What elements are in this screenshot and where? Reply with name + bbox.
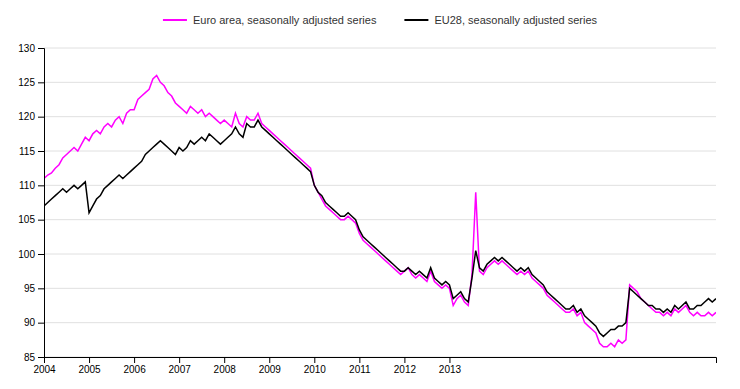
y-tick: 100: [18, 249, 44, 260]
series-line: [44, 120, 716, 336]
series-group: [44, 75, 716, 346]
y-tick: 130: [18, 43, 44, 54]
x-tick-mark: [404, 357, 405, 363]
legend-label: EU28, seasonally adjusted series: [434, 14, 597, 26]
y-axis: 85 90 95 100 105 110 115 120 125 130: [18, 43, 44, 363]
chart: 2004 2005 2006 2007 2008 2009 2010 2011 2012 2013…: [0, 0, 740, 389]
x-tick: 2008: [214, 357, 237, 375]
x-tick-label: 2013: [439, 364, 462, 375]
y-tick-label: 115: [19, 146, 35, 157]
y-tick-label: 120: [18, 111, 35, 122]
y-tick-mark: [38, 254, 44, 255]
y-tick-mark: [38, 323, 44, 324]
legend-label: Euro area, seasonally adjusted series: [193, 14, 377, 26]
grid-line: [44, 48, 716, 49]
y-tick: 105: [18, 214, 44, 225]
y-tick-mark: [38, 117, 44, 118]
x-tick-mark: [449, 357, 450, 363]
x-tick-mark: [314, 357, 315, 363]
x-tick-label: 2011: [349, 364, 371, 375]
x-tick-label: 2009: [259, 364, 282, 375]
y-tick-label: 90: [24, 317, 36, 328]
x-axis: 2004 2005 2006 2007 2008 2009 2010 2011 2012 2013: [33, 357, 716, 375]
x-tick-label: 2004: [33, 364, 56, 375]
x-tick-mark: [359, 357, 360, 363]
y-tick-label: 130: [18, 43, 35, 54]
grid-line: [44, 116, 716, 117]
x-tick: 2013: [439, 357, 462, 375]
y-tick-mark: [38, 151, 44, 152]
y-tick-mark: [38, 185, 44, 186]
y-axis-line: [38, 49, 45, 358]
x-tick-mark: [134, 357, 135, 363]
series-line: [44, 75, 716, 346]
x-tick: 2006: [123, 357, 146, 375]
y-tick-label: 105: [18, 214, 35, 225]
x-tick-mark: [224, 357, 225, 363]
y-tick-mark: [38, 82, 44, 83]
y-tick-mark: [38, 357, 44, 358]
x-tick-label: 2012: [394, 364, 417, 375]
y-tick: 120: [18, 111, 44, 122]
y-tick-label: 110: [19, 180, 35, 191]
x-tick-label: 2005: [78, 364, 101, 375]
y-tick: 110: [19, 180, 44, 191]
grid-line: [44, 322, 716, 323]
x-tick: 2005: [78, 357, 101, 375]
x-tick-label: 2010: [304, 364, 327, 375]
x-tick-label: 2006: [123, 364, 146, 375]
legend-swatch: [163, 19, 187, 21]
x-tick-mark: [89, 357, 90, 363]
grid-line: [44, 185, 716, 186]
x-tick-mark: [269, 357, 270, 363]
y-tick: 90: [24, 317, 44, 328]
grid-line: [44, 219, 716, 220]
legend-item: Euro area, seasonally adjusted series: [163, 14, 377, 26]
x-tick: 2009: [259, 357, 282, 375]
plot: 2004 2005 2006 2007 2008 2009 2010 2011 2012 2013…: [18, 43, 716, 375]
y-tick: 125: [18, 77, 44, 88]
grid-line: [44, 82, 716, 83]
x-tick: 2010: [304, 357, 327, 375]
y-tick: 95: [24, 283, 44, 294]
x-axis-line: [45, 358, 717, 364]
y-tick-mark: [38, 288, 44, 289]
y-tick-label: 125: [18, 77, 35, 88]
grid-line: [44, 151, 716, 152]
y-tick-label: 85: [24, 352, 36, 363]
legend-item: EU28, seasonally adjusted series: [404, 14, 597, 26]
x-tick: 2007: [169, 357, 192, 375]
grid-line: [44, 288, 716, 289]
y-tick-label: 100: [18, 249, 35, 260]
x-tick-label: 2007: [169, 364, 192, 375]
legend-swatch: [404, 19, 428, 21]
x-tick-mark: [179, 357, 180, 363]
x-tick-label: 2008: [214, 364, 237, 375]
x-tick: 2011: [349, 357, 371, 375]
x-tick: 2012: [394, 357, 417, 375]
y-tick-label: 95: [24, 283, 36, 294]
legend: Euro area, seasonally adjusted series EU2…: [163, 14, 598, 26]
y-tick-mark: [38, 48, 44, 49]
y-tick: 85: [24, 352, 44, 363]
grid: [44, 48, 716, 357]
x-tick: 2004: [33, 357, 56, 375]
y-tick-mark: [38, 220, 44, 221]
grid-line: [44, 254, 716, 255]
y-tick: 115: [19, 146, 44, 157]
